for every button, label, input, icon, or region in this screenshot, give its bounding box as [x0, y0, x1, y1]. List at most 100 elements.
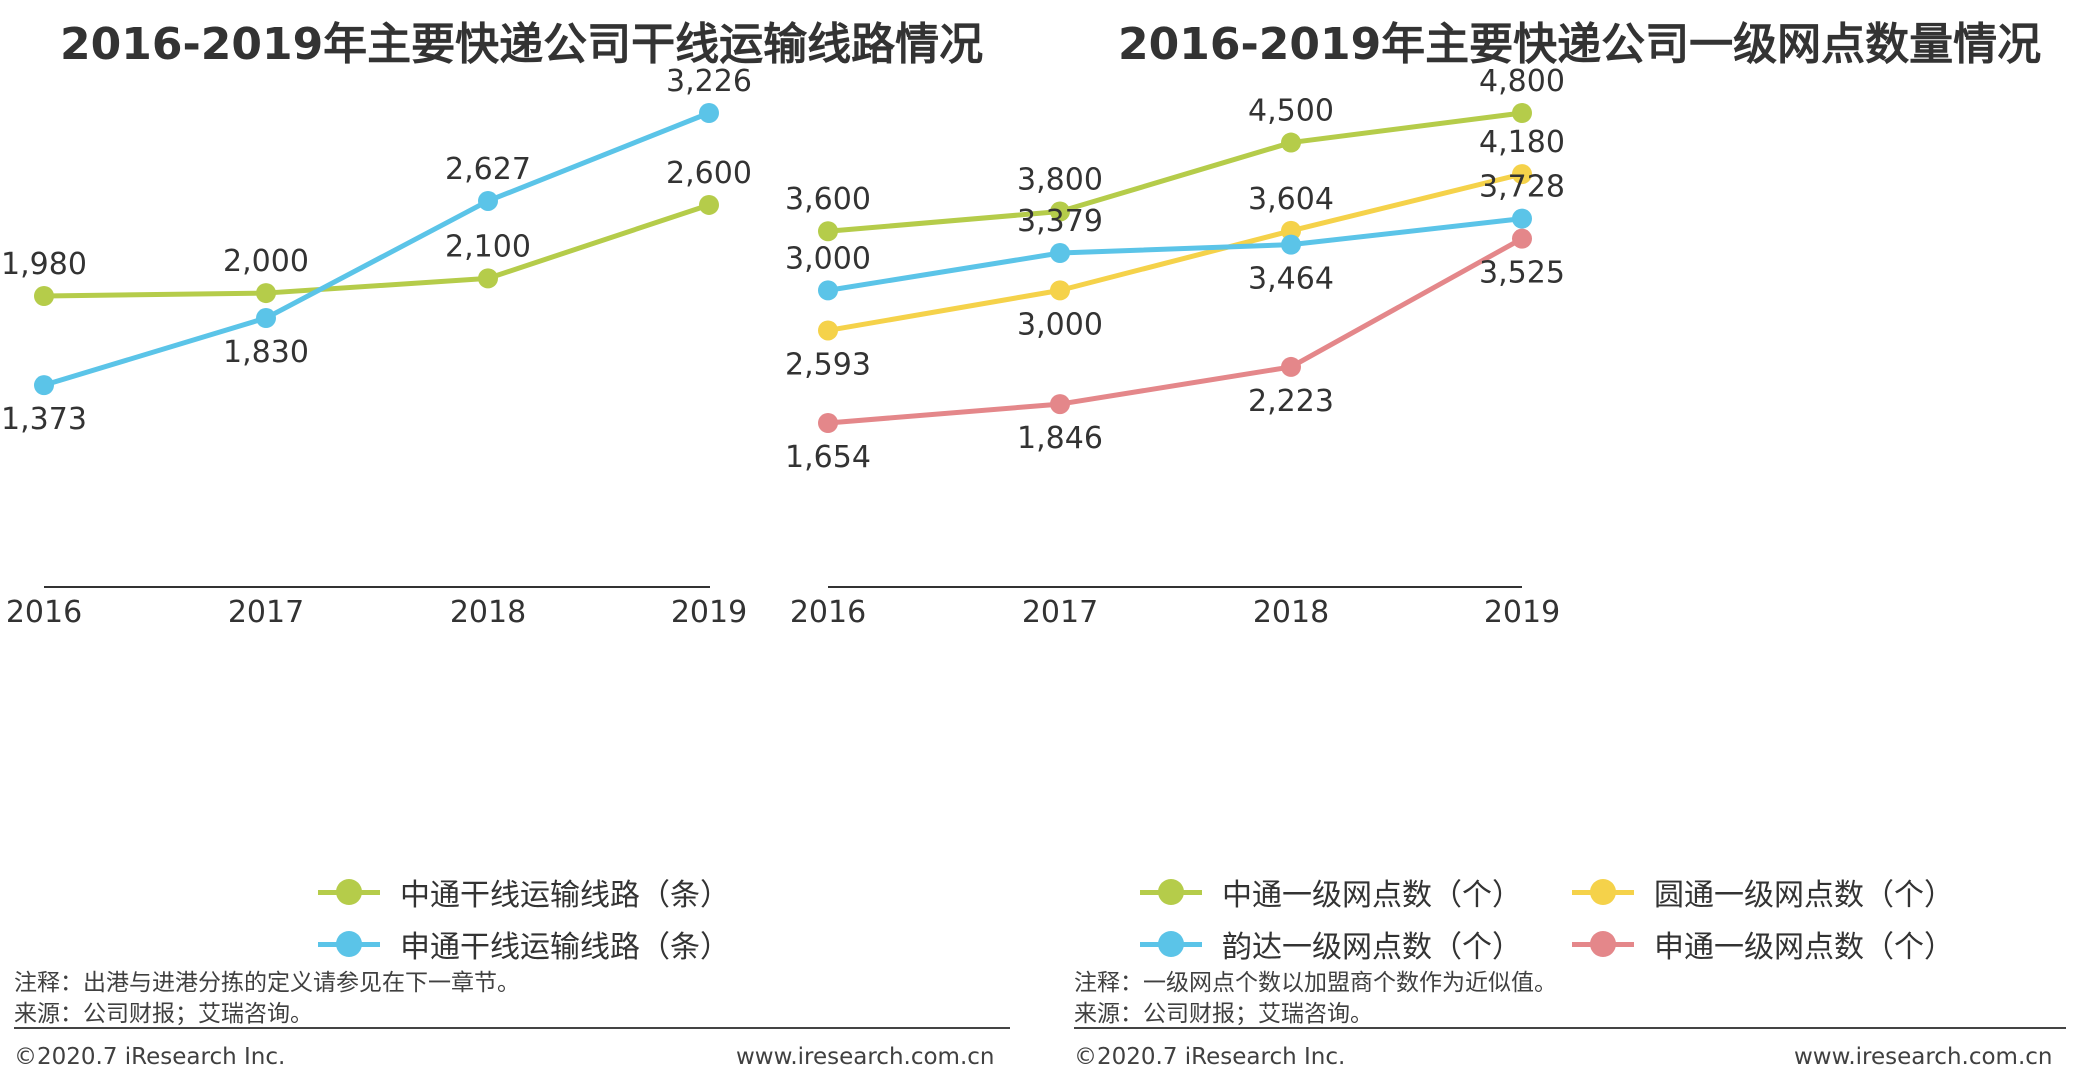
data-point-yto-outlets-2019 [1512, 164, 1532, 185]
data-label-yunda-outlets-2019: 3,728 [1479, 170, 1565, 205]
left-footer-divider [14, 1027, 1010, 1029]
legend-label-zto-lines: 中通干线运输线路（条） [400, 878, 730, 913]
data-point-sto-lines-2019 [699, 103, 719, 123]
right-copyright: ©2020.7 iResearch Inc. [1074, 1044, 1346, 1070]
legend-label-sto-lines: 申通干线运输线路（条） [400, 930, 730, 965]
data-label-sto-outlets-2016: 1,654 [785, 440, 871, 475]
data-point-sto-outlets-2019 [1512, 228, 1532, 249]
series-line-zto-outlets [827, 110, 1523, 234]
legend-swatch-yto-outlets [1572, 879, 1634, 905]
data-label-yto-outlets-2018: 3,604 [1248, 182, 1334, 217]
legend-label-zto-outlets: 中通一级网点数（个） [1222, 878, 1522, 913]
right-website[interactable]: www.iresearch.com.cn [1794, 1044, 2053, 1070]
data-point-yto-outlets-2016 [818, 320, 838, 341]
data-label-yunda-outlets-2016: 3,000 [785, 241, 871, 276]
data-label-sto-outlets-2018: 2,223 [1248, 384, 1334, 419]
data-point-zto-outlets-2019 [1512, 103, 1532, 123]
x-tick-label-2019: 2019 [671, 595, 747, 630]
x-tick-label-2017: 2017 [228, 595, 304, 630]
x-tick-label-2018: 2018 [450, 595, 526, 630]
right-footer-divider [1074, 1027, 2066, 1029]
legend-item-yunda-outlets: 韵达一级网点数（个） [1140, 922, 1522, 966]
x-tick-label-2016: 2016 [6, 595, 82, 630]
legend-swatch-yunda-outlets [1140, 931, 1202, 957]
data-label-sto-lines-2017: 1,830 [223, 335, 309, 370]
left-source: 来源：公司财报；艾瑞咨询。 [14, 1001, 313, 1027]
right-chart-title: 2016-2019年主要快递公司一级网点数量情况 [1118, 19, 2042, 70]
legend-swatch-zto-lines [318, 879, 380, 905]
data-label-sto-outlets-2017: 1,846 [1017, 421, 1103, 456]
x-tick-label-2017: 2017 [1022, 595, 1098, 630]
right-line-chart: 2016 2017 2018 2019 3,600 3,800 4,500 4,800 2,59… [785, 64, 1565, 630]
data-label-zto-lines-2019: 2,600 [666, 156, 752, 191]
data-label-sto-lines-2018: 2,627 [445, 152, 531, 187]
x-tick-label-2018: 2018 [1253, 595, 1329, 630]
data-point-sto-lines-2018 [478, 190, 498, 211]
data-label-zto-outlets-2018: 4,500 [1248, 94, 1334, 129]
data-point-yunda-outlets-2018 [1281, 234, 1301, 255]
data-label-zto-lines-2018: 2,100 [445, 229, 531, 264]
left-line-chart: 2016 2017 2018 2019 1,980 2,000 2,100 2,600 1,37… [1, 64, 752, 630]
legend-item-zto-outlets: 中通一级网点数（个） [1140, 870, 1522, 914]
data-point-sto-outlets-2018 [1281, 356, 1301, 377]
legend-item-sto-outlets: 申通一级网点数（个） [1572, 922, 1954, 966]
data-point-yto-outlets-2017 [1050, 280, 1070, 301]
legend-label-sto-outlets: 申通一级网点数（个） [1654, 930, 1954, 965]
data-point-yunda-outlets-2019 [1512, 208, 1532, 229]
x-tick-label-2016: 2016 [790, 595, 866, 630]
data-point-zto-outlets-2017 [1050, 201, 1070, 222]
data-label-sto-lines-2016: 1,373 [1, 402, 87, 437]
data-point-sto-lines-2016 [34, 375, 54, 396]
legend-swatch-sto-lines [318, 931, 380, 957]
legend-swatch-sto-outlets [1572, 931, 1634, 957]
legend-label-yto-outlets: 圆通一级网点数（个） [1654, 878, 1954, 913]
legend-dot-yunda-outlets [1158, 931, 1184, 957]
legend-dot-zto-lines [336, 879, 362, 905]
data-label-zto-lines-2016: 1,980 [1, 247, 87, 282]
series-line-yunda-outlets [827, 216, 1523, 293]
data-point-yunda-outlets-2017 [1050, 243, 1070, 264]
data-point-yunda-outlets-2016 [818, 280, 838, 301]
legend-dot-sto-lines [336, 931, 362, 957]
left-website[interactable]: www.iresearch.com.cn [736, 1044, 995, 1070]
left-note: 注释：出港与进港分拣的定义请参见在下一章节。 [14, 970, 520, 996]
data-point-zto-outlets-2018 [1281, 132, 1301, 153]
data-point-zto-lines-2019 [699, 194, 719, 215]
legend-item-yto-outlets: 圆通一级网点数（个） [1572, 870, 1954, 914]
data-label-zto-outlets-2016: 3,600 [785, 182, 871, 217]
legend-label-yunda-outlets: 韵达一级网点数（个） [1222, 930, 1522, 965]
x-tick-label-2019: 2019 [1484, 595, 1560, 630]
series-line-yto-outlets [827, 171, 1523, 333]
legend-item-sto-lines: 申通干线运输线路（条） [318, 922, 730, 966]
left-copyright: ©2020.7 iResearch Inc. [14, 1044, 286, 1070]
data-label-sto-outlets-2019: 3,525 [1479, 256, 1565, 291]
legend-item-zto-lines: 中通干线运输线路（条） [318, 870, 730, 914]
data-point-sto-outlets-2016 [818, 413, 838, 433]
data-label-yto-outlets-2019: 4,180 [1479, 125, 1565, 160]
data-label-yto-outlets-2017: 3,000 [1017, 307, 1103, 342]
data-point-sto-outlets-2017 [1050, 394, 1070, 415]
series-line-sto-lines [43, 110, 710, 388]
data-label-zto-outlets-2017: 3,800 [1017, 163, 1103, 198]
legend-dot-yto-outlets [1590, 879, 1616, 905]
data-label-zto-lines-2017: 2,000 [223, 244, 309, 279]
data-label-sto-lines-2019: 3,226 [666, 64, 752, 99]
data-point-zto-lines-2017 [256, 283, 276, 304]
data-label-zto-outlets-2019: 4,800 [1479, 64, 1565, 99]
data-point-zto-lines-2018 [478, 268, 498, 289]
series-line-zto-lines [43, 202, 710, 299]
left-chart-title: 2016-2019年主要快递公司干线运输线路情况 [60, 19, 984, 70]
data-label-yto-outlets-2016: 2,593 [785, 347, 871, 382]
data-point-yto-outlets-2018 [1281, 220, 1301, 241]
data-point-zto-outlets-2016 [818, 221, 838, 242]
legend-dot-sto-outlets [1590, 931, 1616, 957]
data-label-yunda-outlets-2018: 3,464 [1248, 262, 1334, 297]
legend-swatch-zto-outlets [1140, 879, 1202, 905]
data-point-zto-lines-2016 [34, 286, 54, 306]
legend-dot-zto-outlets [1158, 879, 1184, 905]
right-source: 来源：公司财报；艾瑞咨询。 [1074, 1001, 1373, 1027]
data-label-yunda-outlets-2017: 3,379 [1017, 204, 1103, 239]
data-point-sto-lines-2017 [256, 308, 276, 329]
right-note: 注释：一级网点个数以加盟商个数作为近似值。 [1074, 970, 1557, 996]
